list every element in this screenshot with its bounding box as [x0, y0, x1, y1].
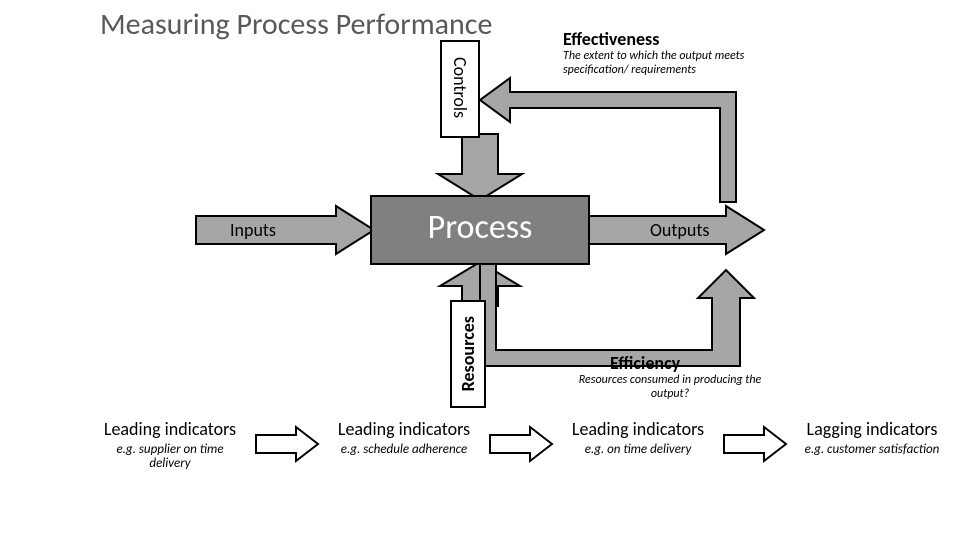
indicator-2-sub: e.g. schedule adherence [329, 443, 479, 457]
indicator-1-title: Leading indicators [95, 420, 245, 439]
indicator-3-sub: e.g. on time delivery [563, 443, 713, 457]
effectiveness-subtitle: The extent to which the output meets spe… [563, 50, 783, 78]
page-title: Measuring Process Performance [100, 6, 492, 43]
outputs-label: Outputs [650, 219, 709, 241]
indicator-col-1: Leading indicators e.g. supplier on time… [95, 420, 245, 471]
controls-label: Controls [449, 57, 471, 118]
diagram-stage: Measuring Process Performance Effectiven… [0, 0, 960, 540]
bottom-arrow-3 [724, 427, 786, 461]
indicator-col-3: Leading indicators e.g. on time delivery [563, 420, 713, 457]
bottom-arrow-1 [256, 427, 318, 461]
resources-label: Resources [457, 316, 479, 391]
process-label: Process [428, 207, 533, 254]
efficiency-title: Efficiency [610, 352, 680, 374]
indicator-4-sub: e.g. customer satisfaction [797, 443, 947, 457]
process-box: Process [370, 195, 590, 265]
feedback-top-arrow [470, 78, 750, 206]
bottom-arrow-2 [490, 427, 552, 461]
inputs-arrow [196, 206, 376, 254]
indicator-col-4: Lagging indicators e.g. customer satisfa… [797, 420, 947, 457]
indicator-1-sub: e.g. supplier on time delivery [95, 443, 245, 472]
inputs-label: Inputs [230, 219, 276, 241]
indicator-3-title: Leading indicators [563, 420, 713, 439]
indicator-col-2: Leading indicators e.g. schedule adheren… [329, 420, 479, 457]
indicator-4-title: Lagging indicators [797, 420, 947, 439]
resources-box: Resources [450, 300, 486, 408]
controls-box: Controls [440, 40, 480, 138]
efficiency-subtitle: Resources consumed in producing the outp… [575, 374, 765, 402]
indicator-2-title: Leading indicators [329, 420, 479, 439]
effectiveness-title: Effectiveness [563, 28, 659, 50]
